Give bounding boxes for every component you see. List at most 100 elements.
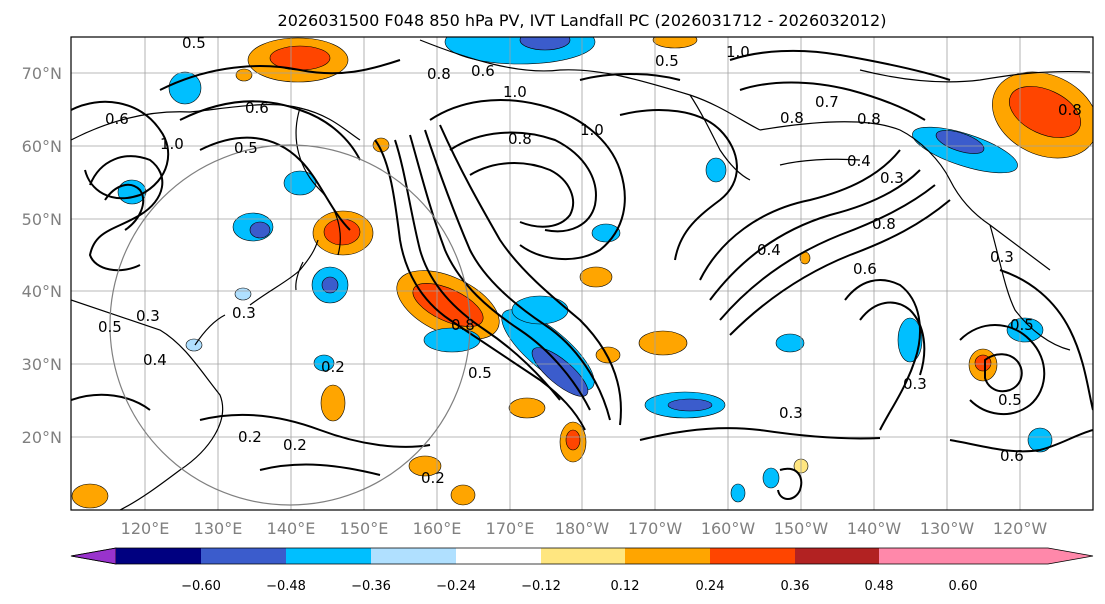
contour-label: 0.6 [245, 99, 269, 117]
positive-anomaly [652, 37, 698, 49]
colorbar-segment [456, 548, 541, 564]
contour-label: 0.3 [880, 169, 904, 187]
negative-anomaly [897, 317, 923, 363]
colorbar-tick-label: 0.24 [696, 579, 725, 594]
colorbar-tick-label: 0.48 [865, 579, 894, 594]
lat-label: 30°N [22, 355, 62, 374]
contour-label: 0.6 [853, 260, 877, 278]
positive-anomaly [323, 218, 361, 246]
contour-label: 0.8 [1058, 101, 1082, 119]
lon-label: 140°E [267, 519, 316, 538]
colorbar-extend-high [963, 548, 1093, 564]
colorbar-tick-label: −0.48 [266, 579, 306, 594]
lon-label: 170°W [628, 519, 683, 538]
colorbar-extend-low [70, 547, 117, 565]
negative-anomaly [234, 287, 252, 301]
positive-anomaly [595, 346, 621, 364]
contour-label: 0.7 [815, 93, 839, 111]
lon-label: 160°E [413, 519, 462, 538]
colorbar-segment [710, 548, 795, 564]
contour-label: 1.0 [503, 83, 527, 101]
negative-anomaly [762, 467, 780, 489]
contour-label: 0.3 [903, 375, 927, 393]
lon-label: 140°W [847, 519, 902, 538]
contour-label: 0.8 [451, 316, 475, 334]
lon-label: 180°W [555, 519, 610, 538]
colorbar-segment [795, 548, 879, 564]
contour-label: 0.6 [1000, 447, 1024, 465]
positive-anomaly [320, 384, 346, 422]
lon-label: 120°W [993, 519, 1048, 538]
lat-label: 60°N [22, 137, 62, 156]
map-frame [70, 36, 1094, 511]
colorbar-segment [286, 548, 371, 564]
lon-label: 130°E [194, 519, 243, 538]
colorbar-segment [116, 548, 201, 564]
colorbar-segment [371, 548, 456, 564]
colorbar-tick-label: 0.60 [949, 579, 978, 594]
contour-label: 0.5 [998, 391, 1022, 409]
contour-label: 0.8 [857, 110, 881, 128]
negative-anomaly [935, 130, 985, 154]
negative-anomaly [775, 333, 805, 353]
positive-anomaly [71, 483, 109, 509]
lat-label: 20°N [22, 428, 62, 447]
colorbar-segment [541, 548, 625, 564]
negative-anomaly [168, 71, 202, 105]
negative-anomaly [519, 37, 571, 51]
lat-label: 50°N [22, 210, 62, 229]
negative-anomaly [321, 276, 339, 294]
contour-label: 0.8 [508, 130, 532, 148]
negative-anomaly [1006, 317, 1044, 343]
contour-label: 0.2 [321, 358, 345, 376]
contour-label: 1.0 [160, 135, 184, 153]
negative-anomaly [313, 354, 335, 372]
contour-label: 0.4 [847, 152, 871, 170]
colorbar-tick-label: −0.12 [521, 579, 561, 594]
contour-label: 0.2 [421, 469, 445, 487]
negative-anomaly [185, 338, 203, 352]
positive-anomaly [408, 455, 442, 477]
map-panel: 0.5 0.6 0.6 0.5 1.0 0.8 0.6 0.5 1.0 0.8 … [70, 36, 1094, 511]
lat-label: 40°N [22, 282, 62, 301]
range-ring [109, 144, 471, 506]
negative-anomaly [667, 398, 713, 412]
pv-contours [71, 49, 1093, 500]
longitude-labels: 120°E 130°E 140°E 150°E 160°E 170°E 180°… [121, 519, 1048, 538]
contour-label: 0.4 [757, 241, 781, 259]
colorbar-tick-label: 0.36 [781, 579, 810, 594]
contour-label: 0.5 [655, 52, 679, 70]
contour-label: 0.2 [238, 428, 262, 446]
lon-label: 170°E [486, 519, 535, 538]
colorbar-segment [879, 548, 963, 564]
negative-anomaly [1027, 427, 1053, 453]
contour-label: 0.3 [232, 304, 256, 322]
lon-label: 160°W [701, 519, 756, 538]
negative-anomaly [249, 221, 271, 239]
latitude-labels: 70°N 60°N 50°N 40°N 30°N 20°N [22, 64, 62, 447]
colorbar-tick-label: −0.60 [181, 579, 221, 594]
positive-anomaly [638, 330, 688, 356]
positive-anomaly [235, 68, 253, 82]
contour-label: 0.5 [468, 364, 492, 382]
positive-anomaly [579, 266, 613, 288]
negative-anomaly [283, 170, 317, 196]
contour-label: 1.0 [580, 121, 604, 139]
contour-label: 0.3 [779, 404, 803, 422]
contour-label: 0.6 [105, 110, 129, 128]
contour-label: 0.3 [990, 248, 1014, 266]
lon-label: 150°W [774, 519, 829, 538]
colorbar-tick-label: 0.12 [611, 579, 640, 594]
contour-label: 1.0 [726, 43, 750, 61]
lon-label: 150°E [340, 519, 389, 538]
colorbar-tick-label: −0.36 [351, 579, 391, 594]
negative-anomaly-shading [117, 37, 1053, 503]
contour-label: 0.2 [283, 436, 307, 454]
colorbar-segment [201, 548, 286, 564]
lat-label: 70°N [22, 64, 62, 83]
contour-label: 0.6 [471, 62, 495, 80]
contour-labels: 0.5 0.6 0.6 0.5 1.0 0.8 0.6 0.5 1.0 0.8 … [98, 37, 1082, 487]
positive-anomaly [1009, 86, 1081, 138]
map-title: 2026031500 F048 850 hPa PV, IVT Landfall… [278, 11, 887, 30]
